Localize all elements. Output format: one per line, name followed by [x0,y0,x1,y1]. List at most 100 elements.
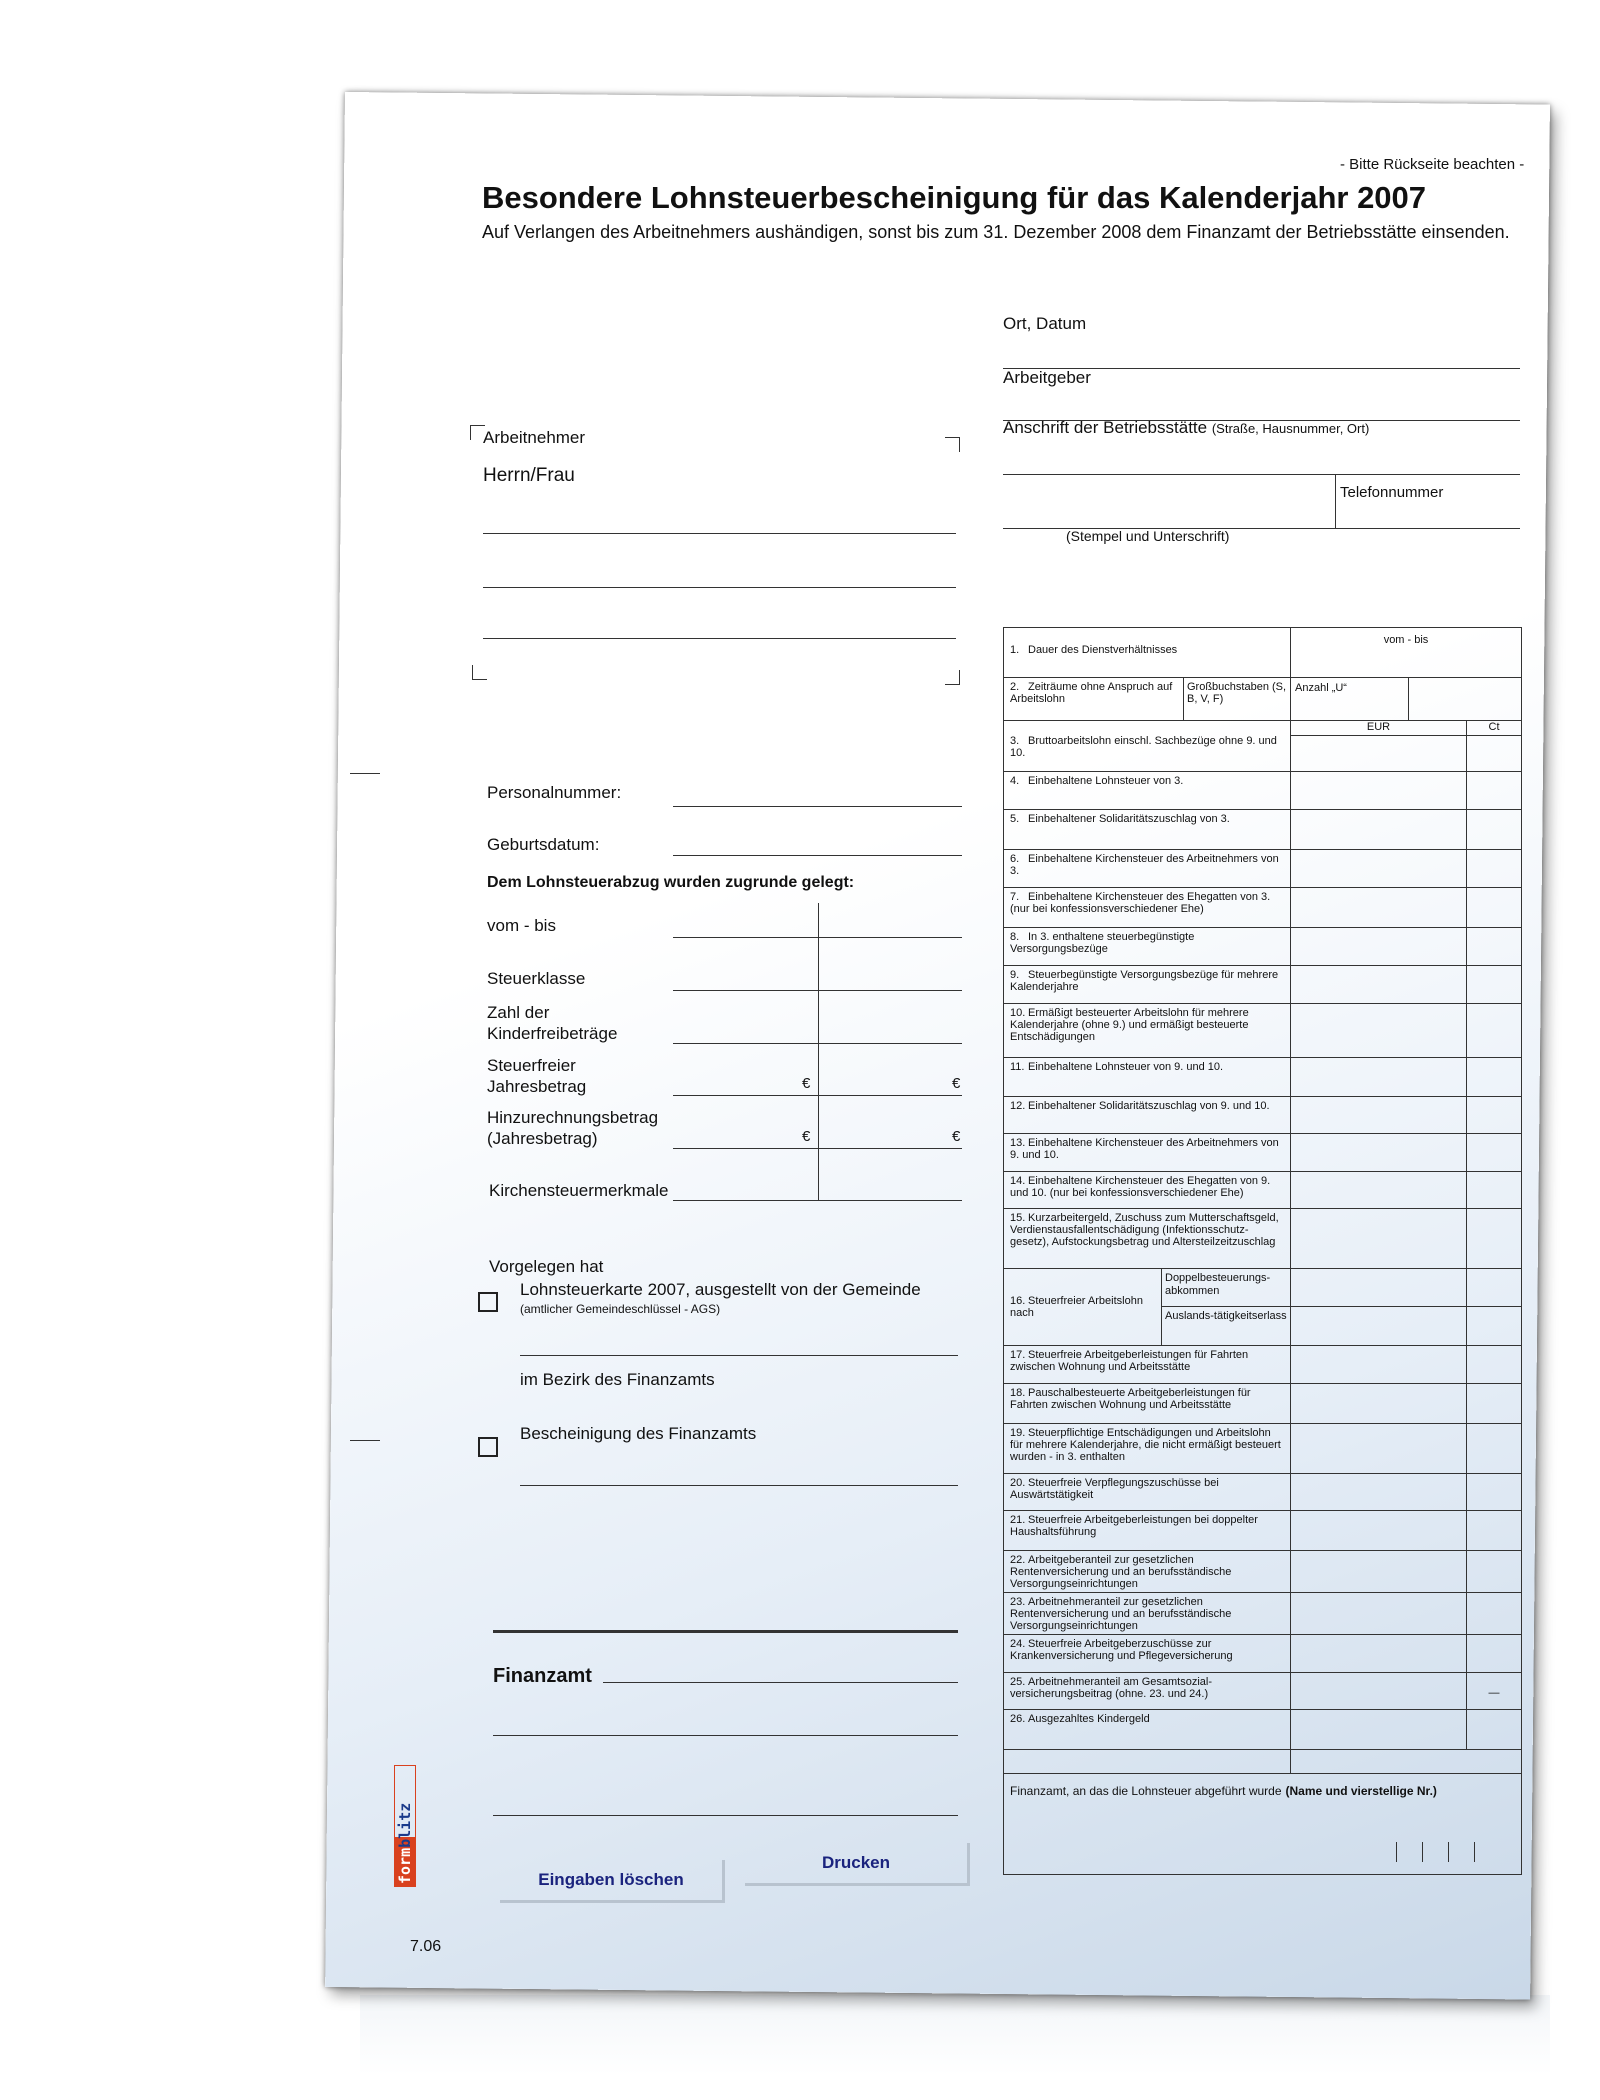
church-tax-field[interactable] [673,1200,962,1201]
period-field[interactable]: vom - bis [1291,628,1521,677]
table-row: 2. Zeiträume ohne Anspruch auf Arbeitsloh… [1004,678,1521,721]
row-label: 2. Zeiträume ohne Anspruch auf Arbeitsloh… [1004,678,1184,720]
ct-field[interactable] [1467,1384,1521,1423]
eur-field[interactable] [1291,1307,1467,1345]
ct-field[interactable] [1467,966,1521,1003]
employee-city-line[interactable] [483,638,956,639]
eur-field[interactable] [1291,928,1467,965]
employer-line[interactable] [1003,420,1520,421]
eur-field[interactable] [1291,1058,1467,1096]
row-label: 26. Ausgezahltes Kindergeld [1004,1710,1291,1749]
phone-label: Telefonnummer [1340,484,1444,501]
ct-field[interactable] [1467,850,1521,887]
count-u-field[interactable]: Anzahl „U“ [1291,678,1409,720]
eur-field[interactable] [1291,1172,1467,1208]
separator-line [493,1630,958,1633]
child-allowance-field[interactable] [673,1043,962,1044]
period-field[interactable] [673,937,962,938]
row-label: 11. Einbehaltene Lohnsteuer von 9. und 10… [1004,1058,1291,1096]
eur-field[interactable] [1291,1424,1467,1473]
eur-field[interactable] [1291,1134,1467,1171]
eur-field[interactable]: EUR [1291,721,1467,771]
row-number: 13. [1010,1137,1026,1149]
tax-office-line-3[interactable] [493,1815,958,1816]
table-row: 19. Steuerpflichtige Entschädigungen und … [1004,1424,1521,1474]
ct-header: Ct [1467,721,1521,736]
row-number: 22. [1010,1554,1026,1566]
ct-field[interactable] [1467,1209,1521,1268]
ct-field[interactable] [1467,1593,1521,1634]
footer-hint: (Name und vierstellige Nr.) [1285,1784,1437,1798]
eur-field[interactable] [1291,772,1467,809]
eur-field[interactable] [1291,888,1467,927]
row-label: 1. Dauer des Dienstverhältnisses [1004,628,1291,677]
ct-field[interactable] [1467,888,1521,927]
municipality-field[interactable] [520,1355,958,1356]
ct-field[interactable] [1467,1307,1521,1345]
ct-field[interactable] [1467,1474,1521,1510]
ct-field[interactable] [1467,1551,1521,1592]
clear-inputs-button[interactable]: Eingaben löschen [500,1860,725,1903]
eur-field[interactable] [1291,1384,1467,1423]
row-number: 20. [1010,1477,1026,1489]
eur-field[interactable] [1291,1635,1467,1672]
row-text: Steuerfreie Arbeitgeberzuschüsse zur Kra… [1010,1638,1233,1662]
ct-field[interactable] [1467,1511,1521,1550]
ct-field[interactable]: — [1467,1673,1521,1709]
tax-office-field[interactable] [603,1682,958,1683]
eur-field[interactable] [1291,1209,1467,1268]
ct-field[interactable]: Ct [1467,721,1521,771]
eur-field[interactable] [1291,1474,1467,1510]
table-row: 1. Dauer des Dienstverhältnisses vom - bis [1004,628,1521,678]
ct-field[interactable] [1467,1710,1521,1749]
ct-field[interactable] [1467,1134,1521,1171]
addition-field[interactable] [673,1148,962,1149]
place-date-line[interactable] [1003,368,1520,369]
employee-name-line[interactable] [483,533,956,534]
eur-field[interactable] [1291,850,1467,887]
stamp-line[interactable] [1003,528,1520,529]
letters-label: Großbuchstaben (S, B, V, F) [1184,678,1291,720]
row-number: 15. [1010,1212,1026,1224]
count-u-value[interactable] [1409,678,1521,720]
address-line[interactable] [1003,474,1520,475]
tax-office-footer[interactable]: Finanzamt, an das die Lohnsteuer abgefüh… [1004,1774,1521,1874]
eur-field[interactable] [1291,1004,1467,1057]
ct-field[interactable] [1467,810,1521,849]
employee-street-line[interactable] [483,587,956,588]
tax-class-field[interactable] [673,990,962,991]
birth-date-field[interactable] [673,855,962,856]
ct-field[interactable] [1467,1346,1521,1383]
tax-office-cert-checkbox[interactable] [478,1437,498,1457]
print-button[interactable]: Drucken [745,1843,970,1886]
ct-field[interactable] [1467,1172,1521,1208]
eur-field[interactable] [1291,1593,1467,1634]
page-reflection [360,1995,1550,2075]
ct-field[interactable] [1467,1004,1521,1057]
ct-field[interactable] [1467,928,1521,965]
ct-field[interactable] [1467,1058,1521,1096]
eur-field[interactable] [1291,1511,1467,1550]
tax-free-field[interactable] [673,1095,962,1096]
district-field[interactable] [520,1485,958,1486]
page-subtitle: Auf Verlangen des Arbeitnehmers aushändi… [482,222,1510,242]
ct-field[interactable] [1467,1424,1521,1473]
table-row: 8. In 3. enthaltene steuerbegünstigte Ver… [1004,928,1521,966]
eur-field[interactable] [1291,810,1467,849]
eur-field[interactable] [1291,1346,1467,1383]
ct-field[interactable] [1467,1635,1521,1672]
ct-field[interactable] [1467,1269,1521,1307]
tax-card-checkbox[interactable] [478,1292,498,1312]
eur-field[interactable] [1291,1710,1467,1749]
ct-field[interactable] [1467,1097,1521,1133]
personnel-no-field[interactable] [673,806,962,807]
eur-field[interactable] [1291,1551,1467,1592]
eur-field[interactable] [1291,1673,1467,1709]
row-label: 18. Pauschalbesteuerte Arbeitgeberleistun… [1004,1384,1291,1423]
eur-field[interactable] [1291,1269,1467,1307]
ct-field[interactable] [1467,772,1521,809]
eur-field[interactable] [1291,966,1467,1003]
eur-field[interactable] [1291,1097,1467,1133]
row-text: Einbehaltene Kirchensteuer des Ehegatten… [1010,891,1271,915]
tax-office-line-2[interactable] [493,1735,958,1736]
